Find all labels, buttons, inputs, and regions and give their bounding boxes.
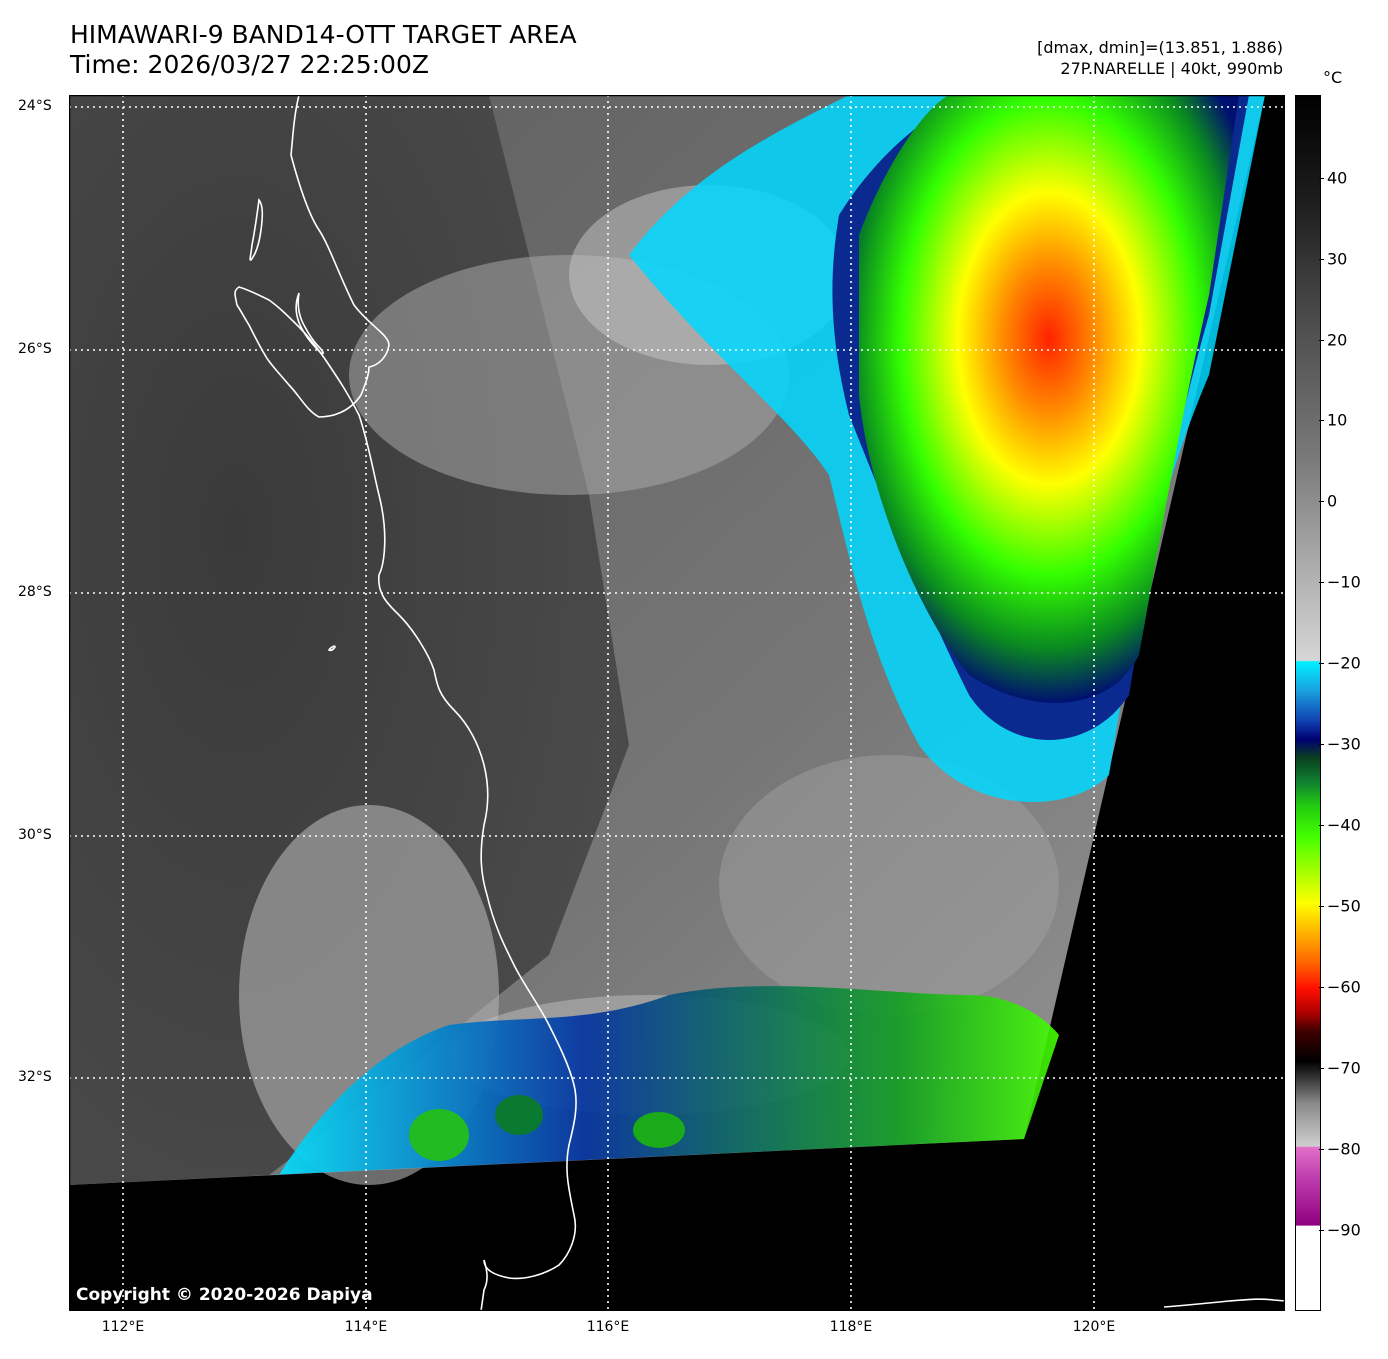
info-line-2: 27P.NARELLE | 40kt, 990mb <box>1060 59 1283 78</box>
title-line-2: Time: 2026/03/27 22:25:00Z <box>70 50 429 79</box>
colorbar-tick-label: −80 <box>1327 1139 1361 1159</box>
lon-label-112e: 112°E <box>101 1319 145 1335</box>
imagery-swath <box>69 95 1265 1185</box>
colorbar-tick-mark <box>1319 340 1324 341</box>
colorbar-tick-mark <box>1319 259 1324 260</box>
colorbar <box>1295 95 1321 1311</box>
info-line-1: [dmax, dmin]=(13.851, 1.886) <box>1037 38 1283 57</box>
lon-label-118e: 118°E <box>829 1319 873 1335</box>
colorbar-tick-mark <box>1319 178 1324 179</box>
colorbar-tick-label: −90 <box>1327 1220 1361 1240</box>
colorbar-tick-label: −10 <box>1327 572 1361 592</box>
lon-label-120e: 120°E <box>1072 1319 1116 1335</box>
colorbar-tick-label: 0 <box>1327 491 1338 511</box>
colorbar-tick-label: −50 <box>1327 896 1361 916</box>
lat-label-32s: 32°S <box>18 1069 52 1085</box>
lat-label-28s: 28°S <box>18 584 52 600</box>
colorbar-tick-mark <box>1319 825 1324 826</box>
colorbar-tick-label: −30 <box>1327 734 1361 754</box>
colorbar-tick-mark <box>1319 906 1324 907</box>
colorbar-tick-mark <box>1319 420 1324 421</box>
colorbar-tick-mark <box>1319 987 1324 988</box>
colorbar-tick-label: −20 <box>1327 653 1361 673</box>
colorbar-tick-label: 30 <box>1327 249 1348 269</box>
colorbar-tick-mark <box>1319 582 1324 583</box>
copyright-text: Copyright © 2020-2026 Dapiya <box>76 1285 373 1305</box>
satellite-map <box>69 95 1285 1311</box>
title-line-1: HIMAWARI-9 BAND14-OTT TARGET AREA <box>70 20 577 49</box>
colorbar-tick-mark <box>1319 663 1324 664</box>
lat-label-30s: 30°S <box>18 827 52 843</box>
colorbar-tick-mark <box>1319 1068 1324 1069</box>
lat-label-26s: 26°S <box>18 341 52 357</box>
gridlines <box>69 95 1285 1311</box>
chart-title: HIMAWARI-9 BAND14-OTT TARGET AREA Time: … <box>70 20 577 80</box>
colorbar-tick-label: 10 <box>1327 410 1348 430</box>
colorbar-tick-mark <box>1319 1149 1324 1150</box>
lon-label-114e: 114°E <box>344 1319 388 1335</box>
colorbar-tick-mark <box>1319 744 1324 745</box>
coastline <box>234 95 1285 1311</box>
colorbar-unit: °C <box>1323 68 1343 87</box>
lat-label-24s: 24°S <box>18 98 52 114</box>
colorbar-tick-label: −60 <box>1327 977 1361 997</box>
colorbar-tick-mark <box>1319 501 1324 502</box>
colorbar-tick-mark <box>1319 1230 1324 1231</box>
storm-info: [dmax, dmin]=(13.851, 1.886) 27P.NARELLE… <box>1037 37 1283 79</box>
colorbar-tick-label: 20 <box>1327 330 1348 350</box>
lon-label-116e: 116°E <box>586 1319 630 1335</box>
colorbar-tick-label: −70 <box>1327 1058 1361 1078</box>
colorbar-tick-label: 40 <box>1327 168 1348 188</box>
colorbar-tick-label: −40 <box>1327 815 1361 835</box>
